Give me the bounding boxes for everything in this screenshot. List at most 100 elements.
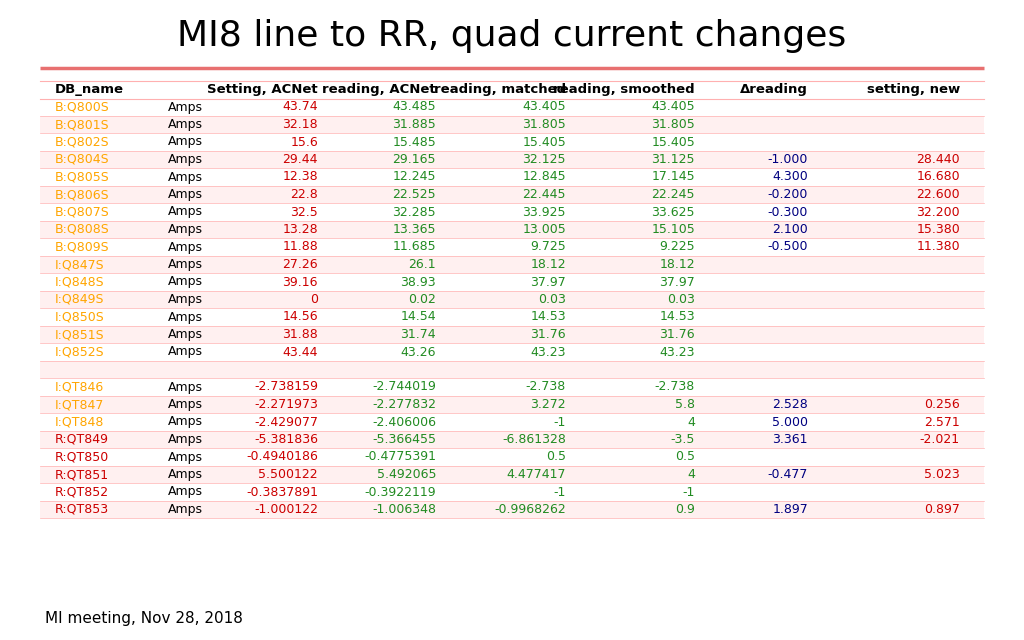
Bar: [40, 396, 984, 413]
Text: 14.54: 14.54: [400, 310, 436, 323]
Text: 4.477417: 4.477417: [507, 468, 566, 481]
Text: Amps: Amps: [168, 223, 203, 236]
Text: -0.200: -0.200: [768, 188, 808, 201]
Text: 0.03: 0.03: [667, 293, 695, 306]
Text: Amps: Amps: [168, 205, 203, 218]
Text: Amps: Amps: [168, 170, 203, 184]
Text: -1.000122: -1.000122: [254, 503, 318, 516]
Text: 0.03: 0.03: [539, 293, 566, 306]
Text: 5.023: 5.023: [925, 468, 961, 481]
Text: 5.492065: 5.492065: [377, 468, 436, 481]
Text: I:QT848: I:QT848: [55, 415, 104, 429]
Text: -1: -1: [683, 486, 695, 499]
Bar: [40, 483, 984, 500]
Text: 28.440: 28.440: [916, 153, 961, 166]
Text: 31.88: 31.88: [283, 328, 318, 341]
Bar: [40, 238, 984, 256]
Text: Amps: Amps: [168, 381, 203, 394]
Text: Amps: Amps: [168, 468, 203, 481]
Text: 22.445: 22.445: [522, 188, 566, 201]
Text: setting, new: setting, new: [866, 83, 961, 97]
Text: Amps: Amps: [168, 241, 203, 253]
Text: 11.88: 11.88: [283, 241, 318, 253]
Text: -0.4940186: -0.4940186: [246, 451, 318, 463]
Text: 29.44: 29.44: [283, 153, 318, 166]
Text: -6.861328: -6.861328: [502, 433, 566, 446]
Text: Amps: Amps: [168, 310, 203, 323]
Text: -2.429077: -2.429077: [254, 415, 318, 429]
Text: I:QT846: I:QT846: [55, 381, 104, 394]
Text: Amps: Amps: [168, 415, 203, 429]
Text: MI8 line to RR, quad current changes: MI8 line to RR, quad current changes: [177, 19, 847, 53]
Text: 38.93: 38.93: [400, 275, 436, 289]
Text: -2.738: -2.738: [525, 381, 566, 394]
Text: 0.897: 0.897: [924, 503, 961, 516]
Text: 43.44: 43.44: [283, 346, 318, 358]
Text: Amps: Amps: [168, 503, 203, 516]
Text: Amps: Amps: [168, 433, 203, 446]
Text: reading, matched: reading, matched: [434, 83, 566, 97]
Text: -0.477: -0.477: [768, 468, 808, 481]
Text: 31.76: 31.76: [659, 328, 695, 341]
Text: 5.8: 5.8: [675, 398, 695, 411]
Text: 43.23: 43.23: [530, 346, 566, 358]
Text: 11.685: 11.685: [392, 241, 436, 253]
Text: 33.625: 33.625: [651, 205, 695, 218]
Text: B:Q807S: B:Q807S: [55, 205, 110, 218]
Text: 5.000: 5.000: [772, 415, 808, 429]
Bar: [40, 361, 984, 378]
Text: 43.26: 43.26: [400, 346, 436, 358]
Bar: [40, 99, 984, 116]
Text: 15.485: 15.485: [392, 136, 436, 148]
Text: Amps: Amps: [168, 136, 203, 148]
Text: 0.9: 0.9: [675, 503, 695, 516]
Text: 26.1: 26.1: [409, 258, 436, 271]
Text: 4: 4: [687, 415, 695, 429]
Text: B:Q802S: B:Q802S: [55, 136, 110, 148]
Text: 12.245: 12.245: [392, 170, 436, 184]
Text: Δreading: Δreading: [740, 83, 808, 97]
Bar: [40, 116, 984, 133]
Bar: [40, 500, 984, 518]
Text: R:QT851: R:QT851: [55, 468, 110, 481]
Text: 15.405: 15.405: [522, 136, 566, 148]
Text: 32.5: 32.5: [290, 205, 318, 218]
Text: 11.380: 11.380: [916, 241, 961, 253]
Bar: [40, 186, 984, 204]
Text: 43.74: 43.74: [283, 100, 318, 113]
Text: 15.6: 15.6: [290, 136, 318, 148]
Bar: [40, 326, 984, 343]
Text: 32.125: 32.125: [522, 153, 566, 166]
Text: 4: 4: [687, 468, 695, 481]
Text: -2.021: -2.021: [920, 433, 961, 446]
Text: 2.100: 2.100: [772, 223, 808, 236]
Text: 15.380: 15.380: [916, 223, 961, 236]
Text: -1: -1: [554, 486, 566, 499]
Text: -2.744019: -2.744019: [372, 381, 436, 394]
Text: 5.500122: 5.500122: [258, 468, 318, 481]
Text: 3.272: 3.272: [530, 398, 566, 411]
Text: -0.300: -0.300: [768, 205, 808, 218]
Text: 0.256: 0.256: [925, 398, 961, 411]
Text: -1: -1: [554, 415, 566, 429]
Text: B:Q801S: B:Q801S: [55, 118, 110, 131]
Bar: [40, 168, 984, 186]
Text: 18.12: 18.12: [530, 258, 566, 271]
Text: 31.76: 31.76: [530, 328, 566, 341]
Bar: [40, 151, 984, 168]
Text: Amps: Amps: [168, 118, 203, 131]
Bar: [40, 378, 984, 396]
Text: -0.3837891: -0.3837891: [246, 486, 318, 499]
Text: 22.600: 22.600: [916, 188, 961, 201]
Bar: [40, 291, 984, 308]
Text: 27.26: 27.26: [283, 258, 318, 271]
Text: 22.8: 22.8: [290, 188, 318, 201]
Text: I:Q847S: I:Q847S: [55, 258, 104, 271]
Text: 3.361: 3.361: [772, 433, 808, 446]
Text: Amps: Amps: [168, 258, 203, 271]
Text: 9.225: 9.225: [659, 241, 695, 253]
Text: B:Q805S: B:Q805S: [55, 170, 110, 184]
Text: Amps: Amps: [168, 328, 203, 341]
Text: 43.405: 43.405: [651, 100, 695, 113]
Text: B:Q808S: B:Q808S: [55, 223, 110, 236]
